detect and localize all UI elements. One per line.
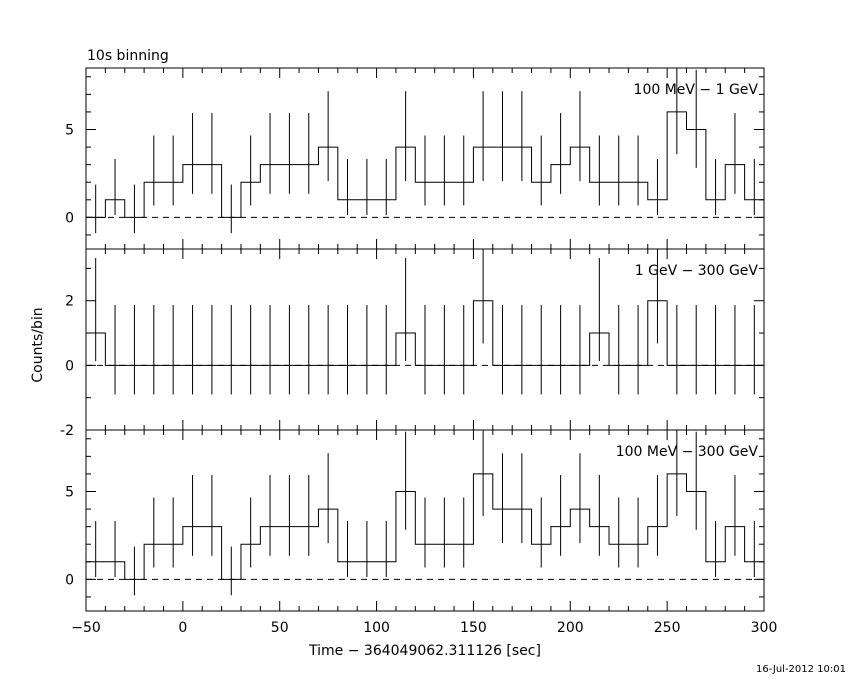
x-tick-label: −50 bbox=[71, 620, 101, 636]
y-tick-label: 5 bbox=[65, 123, 74, 139]
x-tick-label: 50 bbox=[271, 620, 289, 636]
x-tick-label: 250 bbox=[654, 620, 681, 636]
y-axis-label: Counts/bin bbox=[30, 307, 46, 382]
x-tick-label: 0 bbox=[178, 620, 187, 636]
x-axis: −50 0 50 100 150 200 250 300 bbox=[71, 620, 777, 636]
panel: 0 5 100 MeV − 1 GeV bbox=[65, 67, 765, 250]
y-tick-label: 0 bbox=[65, 210, 74, 226]
panel-label: 100 MeV − 300 GeV bbox=[616, 444, 759, 460]
y-tick-label: 5 bbox=[65, 485, 74, 501]
x-axis-label: Time − 364049062.311126 [sec] bbox=[308, 643, 541, 659]
x-tick-label: 150 bbox=[460, 620, 487, 636]
series-line bbox=[86, 473, 764, 580]
y-tick-label: 2 bbox=[65, 294, 74, 310]
series-line bbox=[86, 300, 764, 366]
chart-title: 10s binning bbox=[87, 48, 169, 64]
x-tick-label: 300 bbox=[751, 620, 778, 636]
y-tick-label: 0 bbox=[65, 358, 74, 374]
y-tick-label: -2 bbox=[60, 423, 74, 439]
panel: -2 0 2 1 GeV − 300 GeV bbox=[60, 248, 765, 439]
panel-label: 1 GeV − 300 GeV bbox=[635, 263, 759, 279]
x-tick-label: 200 bbox=[557, 620, 584, 636]
timestamp: 16-Jul-2012 10:01 bbox=[756, 664, 846, 675]
y-tick-label: 0 bbox=[65, 572, 74, 588]
panel: 0 5 100 MeV − 300 GeV bbox=[65, 429, 765, 612]
panel-label: 100 MeV − 1 GeV bbox=[634, 82, 759, 98]
panel-frame bbox=[85, 429, 765, 612]
panels: 0 5 100 MeV − 1 GeV -2 0 2 1 GeV − 300 GeV 0 5 10… bbox=[60, 67, 765, 612]
x-tick-label: 100 bbox=[363, 620, 390, 636]
